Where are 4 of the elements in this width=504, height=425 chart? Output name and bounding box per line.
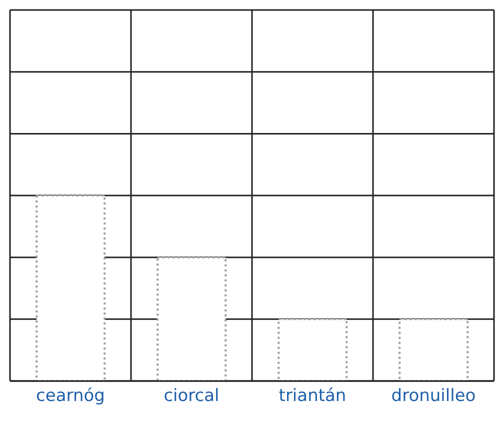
x-tick-label: cearnóg <box>36 386 105 406</box>
x-tick-label: dronuilleo <box>391 386 476 406</box>
x-tick-label: triantán <box>278 386 346 406</box>
x-tick-label: ciorcal <box>164 386 220 406</box>
